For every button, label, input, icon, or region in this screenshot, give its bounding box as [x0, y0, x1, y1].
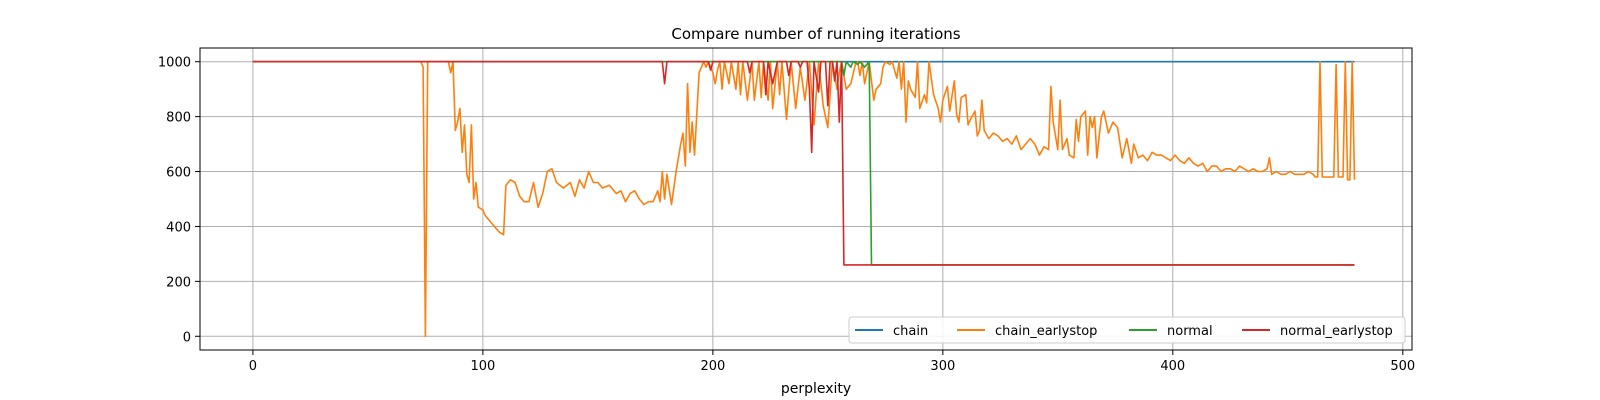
x-tick-label: 500 [1390, 359, 1415, 374]
y-tick-label: 600 [166, 166, 191, 181]
x-axis-label: perplexity [781, 381, 851, 397]
legend-box [848, 316, 1406, 344]
x-tick-label: 400 [1160, 359, 1185, 374]
series-line-chain_earlystop [252, 60, 1356, 338]
y-tick-label: 400 [166, 220, 191, 235]
y-tick-label: 800 [166, 111, 191, 126]
y-tick-label: 200 [166, 275, 191, 290]
legend: chain chain_earlystop normal normal_earlyst… [848, 316, 1406, 344]
legend-label-normal_earlystop: normal_earlystop [1280, 324, 1393, 339]
series-lines [252, 60, 1356, 338]
plot-frame [199, 47, 1413, 351]
legend-label-normal: normal [1167, 324, 1213, 339]
legend-label-chain_earlystop: chain_earlystop [995, 324, 1097, 339]
x-tick-label: 300 [930, 359, 955, 374]
y-tick-label: 0 [183, 330, 191, 345]
ticks: 0 100 200 300 400 500 0 200 400 600 800 1000 [158, 56, 1415, 374]
legend-label-chain: chain [893, 324, 928, 339]
y-tick-label: 1000 [158, 56, 191, 71]
x-tick-label: 200 [700, 359, 725, 374]
x-tick-label: 100 [470, 359, 495, 374]
series-line-normal [252, 60, 1355, 266]
x-tick-label: 0 [249, 359, 257, 374]
series-line-normal_earlystop [252, 60, 1355, 266]
chart-title: Compare number of running iterations [671, 25, 960, 43]
